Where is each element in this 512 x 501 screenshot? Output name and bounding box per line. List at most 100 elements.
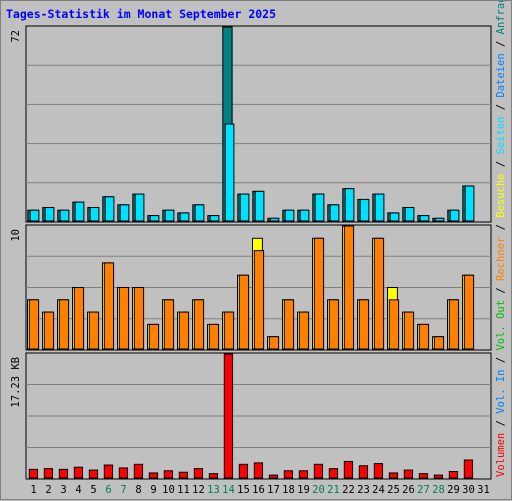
bar-rechner-day-15 <box>238 274 250 350</box>
bar-seiten-day-25 <box>389 212 400 222</box>
legend-item: / <box>495 351 507 370</box>
bar-rechner-day-17 <box>268 336 280 350</box>
legend-item: Besuche <box>495 173 507 217</box>
bar-volumen-day-14 <box>223 353 234 479</box>
bar-seiten-day-30 <box>464 185 475 222</box>
bar-volumen-day-26 <box>403 469 414 479</box>
bar-seiten-day-4 <box>74 201 85 222</box>
bar-seiten-day-21 <box>329 204 340 222</box>
bar-rechner-day-26 <box>403 311 415 350</box>
legend-item: Vol. In <box>495 370 507 414</box>
x-tick-label-day-30: 30 <box>462 484 475 496</box>
legend: Volumen / Vol. In / Vol. Out / Rechner /… <box>495 1 507 477</box>
bar-rechner-day-12 <box>193 299 205 350</box>
bar-rechner-day-16 <box>253 250 265 350</box>
x-tick-label-day-17: 17 <box>267 484 280 496</box>
bar-volumen-day-19 <box>298 470 309 479</box>
bar-volumen-day-1 <box>28 468 39 479</box>
bar-rechner-day-1 <box>28 299 40 350</box>
x-tick-label-day-29: 29 <box>447 484 460 496</box>
x-tick-label-day-27: 27 <box>417 484 430 496</box>
bar-rechner-day-4 <box>73 287 85 350</box>
y-axis-max-label-top: 72 <box>10 30 22 43</box>
bar-volumen-day-12 <box>193 468 204 479</box>
legend-item: Rechner <box>495 237 507 281</box>
bar-volumen-day-28 <box>433 474 444 479</box>
bar-rechner-day-23 <box>358 299 370 350</box>
x-tick-label-day-1: 1 <box>30 484 36 496</box>
bar-seiten-day-2 <box>44 207 55 222</box>
y-axis-max-label-bottom: 17.23 KB <box>10 357 22 408</box>
bar-volumen-day-7 <box>118 467 129 479</box>
bar-seiten-day-14 <box>224 123 235 222</box>
bar-seiten-day-19 <box>299 209 310 222</box>
bar-seiten-day-23 <box>359 198 370 222</box>
x-tick-label-day-3: 3 <box>60 484 66 496</box>
x-tick-label-day-16: 16 <box>252 484 265 496</box>
bar-seiten-day-18 <box>284 209 295 222</box>
x-tick-label-day-5: 5 <box>90 484 96 496</box>
x-tick-label-day-25: 25 <box>387 484 400 496</box>
legend-item: / <box>495 218 507 237</box>
bar-seiten-day-12 <box>194 204 205 222</box>
x-tick-label-day-20: 20 <box>312 484 325 496</box>
bar-volumen-day-5 <box>88 469 99 479</box>
x-tick-label-day-6: 6 <box>105 484 111 496</box>
bar-volumen-day-25 <box>388 472 399 479</box>
bar-volumen-day-3 <box>58 468 69 479</box>
bar-rechner-day-25 <box>388 299 400 350</box>
x-tick-label-day-21: 21 <box>327 484 340 496</box>
bar-seiten-day-8 <box>134 193 145 222</box>
legend-item: / <box>495 414 507 433</box>
x-tick-label-day-14: 14 <box>222 484 235 496</box>
bar-volumen-day-20 <box>313 463 324 479</box>
bar-rechner-day-30 <box>463 274 475 350</box>
bar-rechner-day-10 <box>163 299 175 350</box>
x-tick-label-day-23: 23 <box>357 484 370 496</box>
bar-volumen-day-27 <box>418 473 429 479</box>
bar-rechner-day-2 <box>43 311 55 350</box>
bar-seiten-day-9 <box>149 215 160 222</box>
bar-seiten-day-29 <box>449 209 460 222</box>
y-axis-max-label-middle: 10 <box>10 229 22 242</box>
bar-rechner-day-11 <box>178 311 190 350</box>
bar-seiten-day-28 <box>434 217 445 222</box>
bar-volumen-day-16 <box>253 462 264 479</box>
bar-volumen-day-29 <box>448 471 459 479</box>
bar-volumen-day-22 <box>343 460 354 479</box>
bar-seiten-day-1 <box>29 209 40 222</box>
x-tick-label-day-11: 11 <box>177 484 190 496</box>
legend-item: / <box>495 98 507 117</box>
legend-item: Dateien <box>495 53 507 97</box>
bar-seiten-day-24 <box>374 193 385 222</box>
bar-seiten-day-15 <box>239 193 250 222</box>
bar-volumen-day-15 <box>238 463 249 479</box>
bar-volumen-day-10 <box>163 470 174 479</box>
bar-seiten-day-3 <box>59 209 70 222</box>
x-tick-label-day-4: 4 <box>75 484 81 496</box>
legend-item: Vol. Out <box>495 300 507 351</box>
bar-volumen-day-8 <box>133 463 144 479</box>
bar-rechner-day-19 <box>298 311 310 350</box>
x-tick-label-day-28: 28 <box>432 484 445 496</box>
bar-rechner-day-14 <box>223 311 235 350</box>
bar-seiten-day-7 <box>119 204 130 222</box>
bar-volumen-day-6 <box>103 464 114 479</box>
bar-rechner-day-29 <box>448 299 460 350</box>
bar-volumen-day-30 <box>463 459 474 479</box>
legend-item: / <box>495 34 507 53</box>
bar-rechner-day-3 <box>58 299 70 350</box>
bar-rechner-day-9 <box>148 323 160 350</box>
x-tick-label-day-24: 24 <box>372 484 385 496</box>
bar-volumen-day-11 <box>178 471 189 479</box>
bar-seiten-day-6 <box>104 196 115 222</box>
bar-rechner-day-24 <box>373 237 385 350</box>
bar-seiten-day-20 <box>314 193 325 222</box>
bar-rechner-day-27 <box>418 323 430 350</box>
x-tick-label-day-22: 22 <box>342 484 355 496</box>
x-tick-label-day-7: 7 <box>120 484 126 496</box>
x-tick-label-day-19: 19 <box>297 484 310 496</box>
bar-seiten-day-10 <box>164 209 175 222</box>
